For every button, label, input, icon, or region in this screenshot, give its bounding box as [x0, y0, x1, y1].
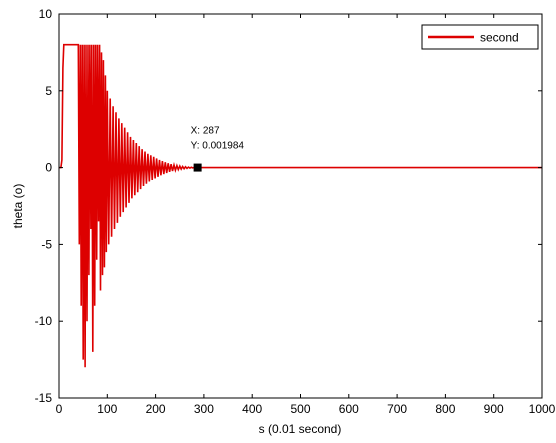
datatip-y-text: Y: 0.001984	[191, 141, 245, 152]
y-tick-label: -10	[35, 314, 53, 328]
x-tick-label: 600	[339, 402, 359, 416]
x-tick-label: 400	[242, 402, 262, 416]
y-tick-label: 5	[45, 84, 52, 98]
x-tick-label: 1000	[529, 402, 556, 416]
y-tick-label: 10	[39, 7, 53, 21]
datatip-marker[interactable]	[193, 163, 202, 172]
series-layer	[59, 43, 542, 368]
datatip[interactable]: X: 287 Y: 0.001984	[191, 126, 245, 172]
x-tick-label: 300	[194, 402, 214, 416]
y-tick-label: 0	[45, 161, 52, 175]
axes-box	[58, 13, 543, 399]
x-tick-label: 200	[146, 402, 166, 416]
x-tick-label: 0	[56, 402, 63, 416]
legend[interactable]: second	[421, 24, 539, 50]
y-axis-label: theta (o)	[11, 184, 25, 229]
datatip-x-text: X: 287	[191, 126, 220, 137]
x-tick-label: 100	[97, 402, 117, 416]
ticks-layer: 0 100 200 300 400 500 600 700 800 900 1000-15-10-5…	[35, 7, 556, 416]
x-tick-label: 800	[435, 402, 455, 416]
legend-label-second: second	[480, 31, 519, 45]
x-axis-label: s (0.01 second)	[259, 422, 342, 436]
x-tick-label: 700	[387, 402, 407, 416]
plot-area	[59, 14, 542, 398]
y-tick-label: -15	[35, 391, 53, 405]
series-line-second	[59, 43, 542, 368]
x-tick-label: 500	[290, 402, 310, 416]
x-tick-label: 900	[484, 402, 504, 416]
y-tick-label: -5	[41, 237, 52, 251]
